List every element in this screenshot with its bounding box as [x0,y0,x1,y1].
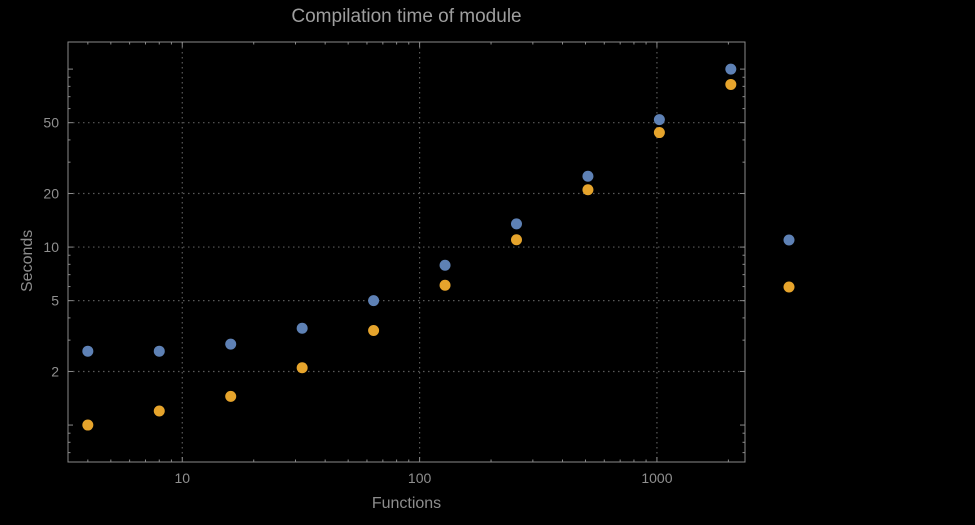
x-tick-label: 1000 [641,470,672,486]
data-point-series-2-orange [296,362,308,374]
y-tick-label: 50 [43,115,59,131]
y-tick-label: 10 [43,239,59,255]
data-point-series-1-blue [510,218,522,230]
legend-marker-series-1-blue [783,234,795,246]
data-point-series-1-blue [725,63,737,75]
data-point-series-1-blue [153,345,165,357]
data-point-series-2-orange [225,390,237,402]
x-axis-label: Functions [371,495,442,512]
data-point-series-2-orange [368,324,380,336]
x-tick-label: 100 [408,470,432,486]
y-tick-label: 5 [51,293,59,309]
chart-title: Compilation time of module [291,6,522,27]
y-tick-label: 2 [51,363,59,379]
data-point-series-2-orange [510,234,522,246]
data-point-series-1-blue [439,259,451,271]
data-point-series-1-blue [653,114,665,126]
y-tick-label: 20 [43,186,59,202]
data-point-series-2-orange [439,279,451,291]
data-point-series-1-blue [368,295,380,307]
data-point-series-1-blue [296,322,308,334]
data-point-series-2-orange [725,78,737,90]
x-tick-label: 10 [174,470,190,486]
data-point-series-2-orange [153,405,165,417]
plot-frame [67,41,746,463]
data-point-series-2-orange [653,127,665,139]
data-point-series-1-blue [82,345,94,357]
data-point-series-1-blue [582,170,594,182]
data-point-series-1-blue [225,338,237,350]
data-point-series-2-orange [82,419,94,431]
data-point-series-2-orange [582,184,594,196]
legend-marker-series-2-orange [783,281,795,293]
